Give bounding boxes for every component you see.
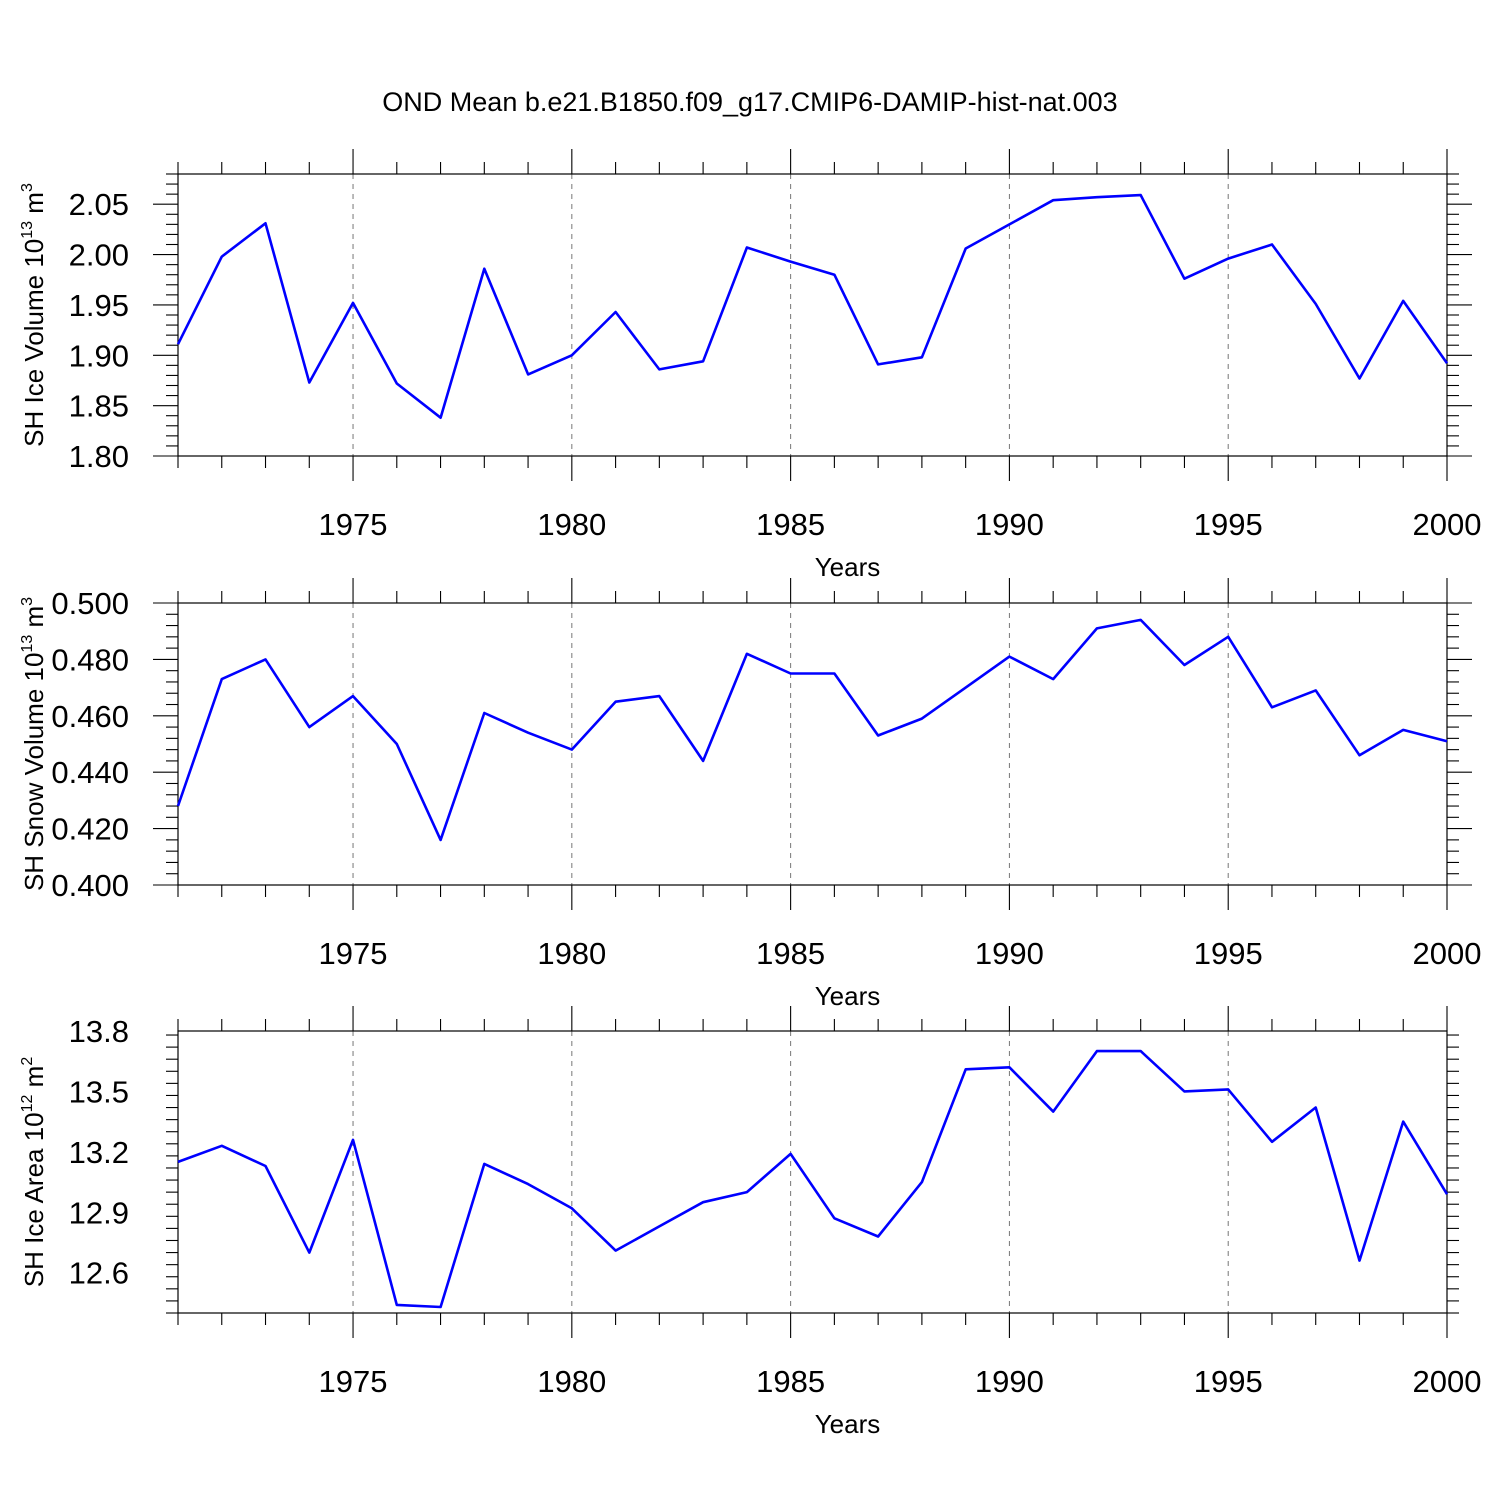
y-tick-label: 13.5	[69, 1074, 129, 1109]
y-tick-label: 1.85	[69, 389, 129, 424]
panel-1: 1975 1980 1985 1990 1995 2000 1.80 1.85 1.90 1.95…	[19, 149, 1481, 582]
y-axis-label-unit: m	[19, 606, 49, 635]
plot-frame	[177, 602, 1448, 886]
y-axis-label-text: SH Ice Volume 10	[19, 239, 49, 447]
y-axis-label-exponent: 13	[19, 635, 36, 653]
x-tick-label: 1975	[319, 507, 388, 542]
plot-frame	[177, 1030, 1448, 1314]
y-tick-label: 13.8	[69, 1014, 129, 1049]
panel-2: 1975 1980 1985 1990 1995 2000 0.400 0.420 0.440 0…	[19, 578, 1481, 1011]
y-axis-label-exponent: 13	[19, 221, 36, 239]
x-tick-label: 1980	[537, 1364, 606, 1399]
chart-title: OND Mean b.e21.B1850.f09_g17.CMIP6-DAMIP…	[382, 87, 1117, 117]
x-axis-label: Years	[815, 1409, 881, 1439]
y-tick-label: 13.2	[69, 1135, 129, 1170]
series-line	[176, 193, 1449, 420]
x-tick-label: 1995	[1194, 1364, 1263, 1399]
y-axis-label-unit-exponent: 3	[19, 597, 36, 606]
x-tick-label: 1975	[319, 936, 388, 971]
y-axis-label-unit-exponent: 2	[19, 1057, 36, 1066]
y-axis-label-text: SH Snow Volume 10	[19, 653, 49, 891]
x-tick-label: 1990	[975, 1364, 1044, 1399]
y-tick-label: 0.460	[51, 699, 129, 734]
y-axis-label-exponent: 12	[19, 1094, 36, 1112]
x-tick-label: 2000	[1413, 507, 1482, 542]
x-axis-label: Years	[815, 981, 881, 1011]
series-line	[176, 618, 1448, 842]
plot-frame	[177, 173, 1448, 457]
y-axis-label-unit: m	[19, 1066, 49, 1095]
series-line	[177, 1049, 1449, 1309]
y-axis-label-unit: m	[19, 192, 49, 221]
y-tick-label: 12.6	[69, 1256, 129, 1291]
y-axis-label-unit-exponent: 3	[19, 183, 36, 192]
y-tick-label: 0.400	[51, 868, 129, 903]
x-tick-label: 2000	[1413, 936, 1482, 971]
x-tick-label: 2000	[1413, 1364, 1482, 1399]
y-tick-label: 12.9	[69, 1195, 129, 1230]
x-tick-label: 1995	[1194, 507, 1263, 542]
x-tick-label: 1980	[537, 507, 606, 542]
y-axis-label: SH Ice Area 1012 m2	[19, 1057, 49, 1288]
y-tick-label: 1.90	[69, 338, 129, 373]
y-axis-label: SH Ice Volume 1013 m3	[19, 183, 49, 447]
y-tick-label: 1.80	[69, 439, 129, 474]
y-tick-label: 0.440	[51, 755, 129, 790]
y-axis-label-text: SH Ice Area 10	[19, 1112, 49, 1287]
x-tick-label: 1980	[537, 936, 606, 971]
y-tick-label: 0.420	[51, 812, 129, 847]
y-tick-label: 1.95	[69, 288, 129, 323]
y-tick-label: 2.00	[69, 238, 129, 273]
y-tick-label: 2.05	[69, 187, 129, 222]
y-tick-label: 0.480	[51, 642, 129, 677]
x-tick-label: 1990	[975, 936, 1044, 971]
x-tick-label: 1975	[319, 1364, 388, 1399]
x-tick-label: 1985	[756, 1364, 825, 1399]
y-tick-label: 0.500	[51, 586, 129, 621]
x-axis-label: Years	[815, 552, 881, 582]
x-tick-label: 1990	[975, 507, 1044, 542]
x-tick-label: 1985	[756, 507, 825, 542]
y-axis-label: SH Snow Volume 1013 m3	[19, 597, 49, 891]
panels: 1975 1980 1985 1990 1995 2000 1.80 1.85 1.90 1.95…	[19, 149, 1481, 1439]
x-tick-label: 1985	[756, 936, 825, 971]
x-tick-label: 1995	[1194, 936, 1263, 971]
panel-3: 1975 1980 1985 1990 1995 2000 12.6 12.9 13.2 13.5…	[19, 1006, 1481, 1439]
